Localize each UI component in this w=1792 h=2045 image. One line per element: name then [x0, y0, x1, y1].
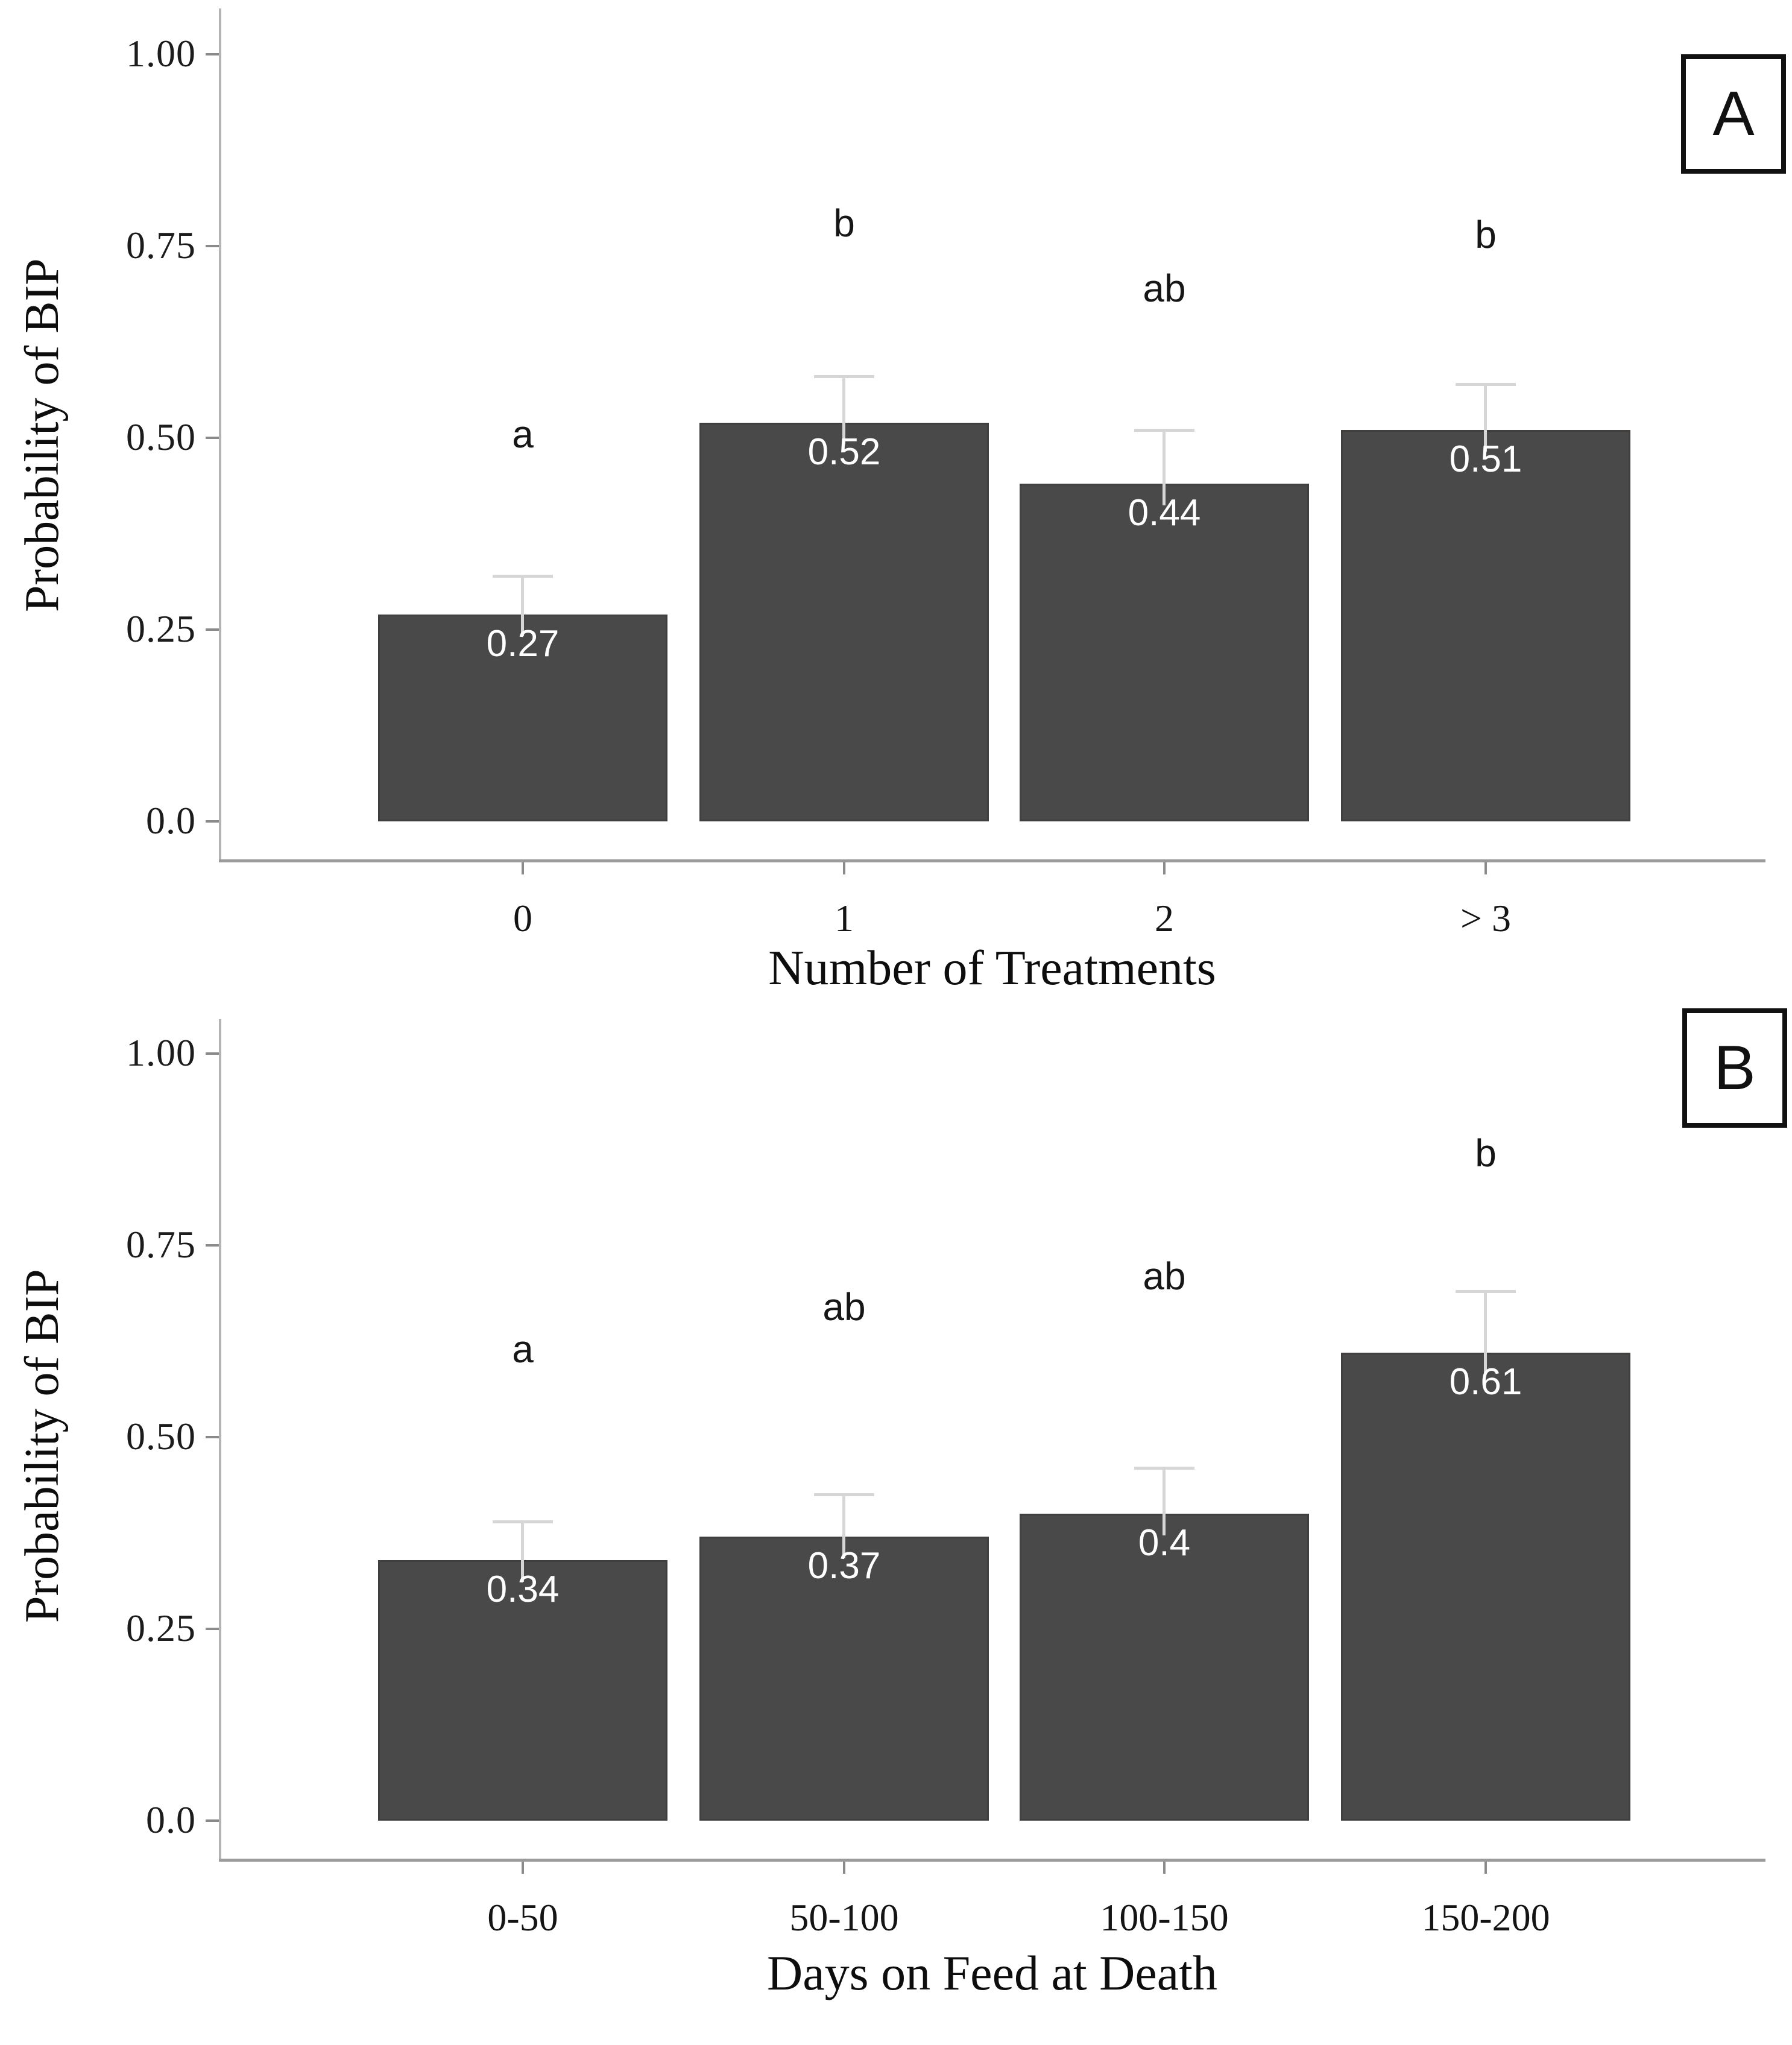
error-bar [1163, 430, 1166, 506]
x-tick-label: > 3 [1460, 897, 1512, 940]
panel-a: Probability of BIP 1.00 0.75 0.50 0.25 0.0 0.… [0, 0, 1792, 1001]
bar-value-label: 0.37 [807, 1545, 881, 1587]
x-tick-label: 2 [1155, 897, 1174, 940]
y-tick-label: 1.00 [126, 1031, 196, 1074]
bar [1341, 430, 1630, 821]
error-bar [842, 376, 845, 444]
y-tick [206, 1052, 219, 1055]
y-tick [206, 1628, 219, 1630]
error-bar-cap [814, 375, 874, 379]
sig-letter: a [512, 412, 534, 456]
x-tick [843, 862, 845, 874]
bar-value-label: 0.4 [1138, 1522, 1191, 1564]
panel-tag-box-a: A [1681, 54, 1786, 174]
y-tick-label: 1.00 [126, 32, 196, 75]
x-tick-label: 100-150 [1100, 1896, 1229, 1939]
x-tick [1484, 1862, 1487, 1874]
sig-letter: ab [822, 1285, 866, 1329]
x-tick [1163, 1862, 1166, 1874]
error-bar-cap [1456, 1290, 1516, 1294]
x-tick [1163, 862, 1166, 874]
bar [1020, 484, 1309, 821]
error-bar [1484, 384, 1487, 452]
x-axis-title: Number of Treatments [768, 940, 1216, 995]
x-axis-title: Days on Feed at Death [767, 1945, 1217, 2000]
error-bar [521, 1521, 524, 1582]
bar-value-label: 0.27 [486, 622, 560, 665]
x-tick [522, 1862, 524, 1874]
panel-tag-box-b: B [1682, 1008, 1787, 1128]
bar-value-label: 0.51 [1449, 438, 1522, 481]
error-bar-cap [1134, 429, 1194, 432]
error-bar [1484, 1291, 1487, 1375]
x-tick [522, 862, 524, 874]
y-tick [206, 1244, 219, 1247]
sig-letter: b [833, 201, 855, 245]
bar-value-label: 0.61 [1449, 1361, 1522, 1403]
bar-value-label: 0.52 [807, 431, 881, 473]
error-bar [842, 1494, 845, 1559]
bar [699, 422, 989, 821]
bar-value-label: 0.34 [486, 1568, 560, 1610]
x-tick-label: 1 [834, 897, 854, 940]
error-bar-cap [493, 1520, 553, 1523]
error-bar [1163, 1467, 1166, 1536]
y-tick-label: 0.75 [126, 1223, 196, 1266]
y-axis-line [219, 8, 221, 862]
plot-area: 1.00 0.75 0.50 0.25 0.0 0.27 a 0 0.52 b 1 0.44 ab 2 0.… [126, 8, 1765, 940]
bar [378, 614, 667, 821]
x-tick [843, 1862, 845, 1874]
plot-area: 1.00 0.75 0.50 0.25 0.0 0.34 a 0-50 0.37 ab 50-100… [126, 1019, 1765, 1939]
error-bar-cap [814, 1493, 874, 1497]
error-bar [521, 575, 524, 636]
y-tick [206, 53, 219, 55]
y-tick [206, 437, 219, 439]
x-axis-line [219, 859, 1765, 862]
y-tick-label: 0.0 [146, 1798, 196, 1841]
y-tick [206, 1436, 219, 1438]
y-tick-label: 0.50 [126, 1415, 196, 1458]
y-tick [206, 1819, 219, 1822]
y-tick-label: 0.25 [126, 607, 196, 650]
x-tick-label: 150-200 [1421, 1896, 1550, 1939]
x-tick-label: 0 [513, 897, 532, 940]
bar [1341, 1353, 1630, 1821]
sig-letter: ab [1143, 266, 1186, 310]
y-axis-line [219, 1019, 221, 1862]
x-tick [1484, 862, 1487, 874]
y-tick-label: 0.0 [146, 799, 196, 842]
x-tick-label: 0-50 [487, 1896, 558, 1939]
y-tick [206, 820, 219, 823]
y-axis-title: Probability of BIP [16, 258, 69, 613]
sig-letter: b [1475, 212, 1497, 256]
error-bar-cap [493, 574, 553, 578]
bar [378, 1560, 667, 1821]
panel-b: Probability of BIP 1.00 0.75 0.50 0.25 0.0 0.… [0, 1001, 1792, 2045]
sig-letter: ab [1143, 1254, 1186, 1298]
y-tick-label: 0.25 [126, 1607, 196, 1649]
y-tick-label: 0.50 [126, 416, 196, 458]
y-tick [206, 628, 219, 631]
y-tick [206, 245, 219, 247]
y-tick-label: 0.75 [126, 224, 196, 267]
bar-value-label: 0.44 [1128, 492, 1201, 534]
error-bar-cap [1456, 382, 1516, 386]
x-tick-label: 50-100 [789, 1896, 899, 1939]
sig-letter: b [1475, 1131, 1497, 1175]
x-axis-line [219, 1859, 1765, 1862]
y-axis-title: Probability of BIP [16, 1269, 69, 1623]
error-bar-cap [1134, 1466, 1194, 1470]
sig-letter: a [512, 1327, 534, 1371]
